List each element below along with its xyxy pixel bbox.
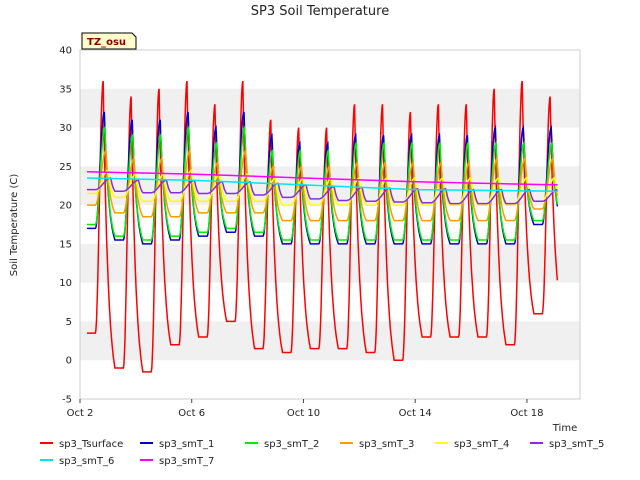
series-line-sp3_smT_6 bbox=[86, 177, 558, 192]
series-line-sp3_smT_2 bbox=[87, 125, 559, 241]
y-tick-label: 40 bbox=[59, 46, 72, 57]
legend-label-sp3_smT_1: sp3_smT_1 bbox=[159, 439, 214, 450]
y-tick-label: 30 bbox=[59, 123, 72, 134]
y-tick-label: 10 bbox=[59, 278, 72, 289]
legend-label-sp3_Tsurface: sp3_Tsurface bbox=[59, 439, 123, 450]
legend: sp3_Tsurface sp3_smT_1 sp3_smT_2 sp3_smT_3 s… bbox=[40, 439, 604, 467]
x-tick-label: Oct 14 bbox=[399, 408, 432, 419]
y-tick-label: 20 bbox=[59, 201, 72, 212]
x-axis-label: Time bbox=[552, 423, 577, 434]
y-tick-label: 0 bbox=[66, 356, 72, 367]
site-badge: TZ_osu bbox=[81, 32, 137, 50]
series-line-sp3_smT_4 bbox=[87, 169, 559, 206]
chart-title: SP3 Soil Temperature bbox=[251, 4, 389, 19]
legend-label-sp3_smT_5: sp3_smT_5 bbox=[549, 439, 604, 450]
series-line-sp3_smT_3 bbox=[87, 149, 559, 222]
y-tick-label: 5 bbox=[66, 317, 72, 328]
y-tick-label: 25 bbox=[59, 162, 72, 173]
legend-label-sp3_smT_3: sp3_smT_3 bbox=[359, 439, 414, 450]
y-tick-label: -5 bbox=[62, 395, 72, 406]
series-line-sp3_smT_7 bbox=[86, 171, 558, 186]
y-tick-label: 35 bbox=[59, 84, 72, 95]
legend-label-sp3_smT_6: sp3_smT_6 bbox=[59, 456, 114, 467]
x-tick-label: Oct 10 bbox=[287, 408, 320, 419]
y-axis-label: Soil Temperature (C) bbox=[9, 174, 20, 277]
badge-label: TZ_osu bbox=[87, 37, 126, 48]
legend-label-sp3_smT_7: sp3_smT_7 bbox=[159, 456, 214, 467]
y-tick-label: 15 bbox=[59, 239, 72, 250]
x-tick-label: Oct 18 bbox=[510, 408, 543, 419]
series-line-sp3_Tsurface bbox=[87, 80, 559, 373]
legend-label-sp3_smT_2: sp3_smT_2 bbox=[264, 439, 319, 450]
grid-band bbox=[80, 321, 580, 361]
grid-band bbox=[80, 88, 580, 128]
legend-label-sp3_smT_4: sp3_smT_4 bbox=[454, 439, 509, 450]
plot-border bbox=[79, 49, 581, 400]
x-tick-label: Oct 2 bbox=[67, 408, 94, 419]
badge-box bbox=[81, 32, 137, 50]
x-tick-label: Oct 6 bbox=[178, 408, 205, 419]
